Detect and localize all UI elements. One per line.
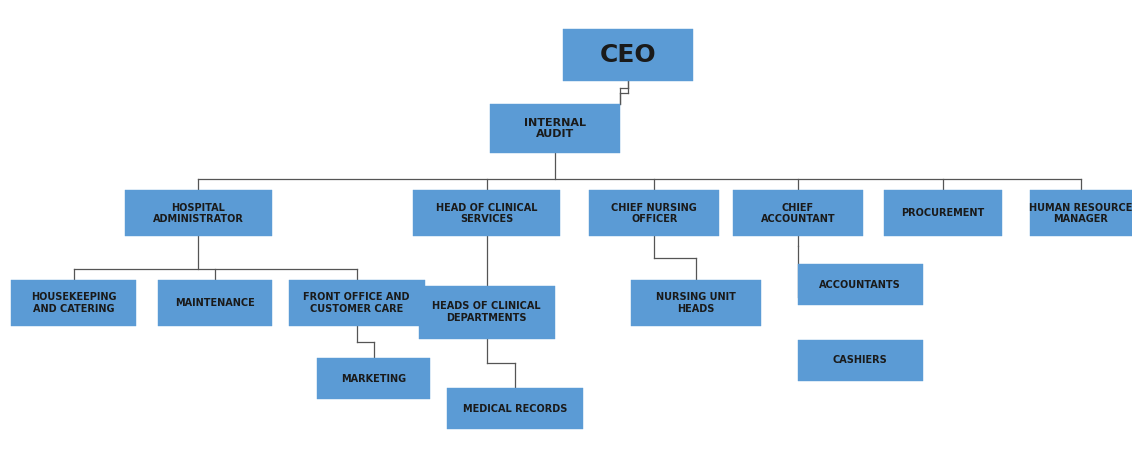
- FancyBboxPatch shape: [734, 190, 863, 236]
- Text: HEADS OF CLINICAL
DEPARTMENTS: HEADS OF CLINICAL DEPARTMENTS: [432, 301, 541, 323]
- FancyBboxPatch shape: [158, 280, 272, 326]
- Text: CASHIERS: CASHIERS: [833, 355, 887, 365]
- Text: FRONT OFFICE AND
CUSTOMER CARE: FRONT OFFICE AND CUSTOMER CARE: [303, 292, 410, 314]
- FancyBboxPatch shape: [798, 264, 923, 305]
- Text: MAINTENANCE: MAINTENANCE: [175, 298, 255, 308]
- FancyBboxPatch shape: [419, 285, 555, 338]
- FancyBboxPatch shape: [317, 358, 430, 399]
- FancyBboxPatch shape: [883, 190, 1003, 236]
- FancyBboxPatch shape: [413, 190, 560, 236]
- FancyBboxPatch shape: [489, 104, 620, 152]
- Text: HUMAN RESOURCE
MANAGER: HUMAN RESOURCE MANAGER: [1029, 202, 1132, 224]
- FancyBboxPatch shape: [11, 280, 136, 326]
- Text: CHIEF NURSING
OFFICER: CHIEF NURSING OFFICER: [611, 202, 697, 224]
- Text: MARKETING: MARKETING: [341, 374, 406, 384]
- FancyBboxPatch shape: [447, 388, 583, 429]
- Text: PROCUREMENT: PROCUREMENT: [901, 208, 985, 218]
- FancyBboxPatch shape: [632, 280, 761, 326]
- Text: ACCOUNTANTS: ACCOUNTANTS: [820, 280, 901, 290]
- Text: CHIEF
ACCOUNTANT: CHIEF ACCOUNTANT: [761, 202, 835, 224]
- Text: HOSPITAL
ADMINISTRATOR: HOSPITAL ADMINISTRATOR: [153, 202, 243, 224]
- FancyBboxPatch shape: [564, 28, 693, 81]
- Text: MEDICAL RECORDS: MEDICAL RECORDS: [463, 403, 567, 414]
- FancyBboxPatch shape: [1030, 190, 1132, 236]
- Text: INTERNAL
AUDIT: INTERNAL AUDIT: [524, 118, 585, 140]
- Text: CEO: CEO: [600, 43, 657, 67]
- Text: NURSING UNIT
HEADS: NURSING UNIT HEADS: [657, 292, 736, 314]
- Text: HEAD OF CLINICAL
SERVICES: HEAD OF CLINICAL SERVICES: [436, 202, 538, 224]
- FancyBboxPatch shape: [125, 190, 272, 236]
- Text: HOUSEKEEPING
AND CATERING: HOUSEKEEPING AND CATERING: [31, 292, 117, 314]
- FancyBboxPatch shape: [798, 340, 923, 381]
- FancyBboxPatch shape: [589, 190, 720, 236]
- FancyBboxPatch shape: [289, 280, 424, 326]
